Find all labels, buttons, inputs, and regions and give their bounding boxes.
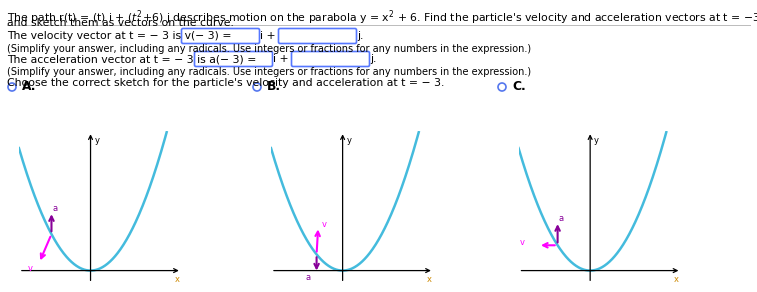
Text: x: x — [426, 275, 431, 284]
Text: C.: C. — [512, 79, 526, 93]
Text: i +: i + — [273, 54, 288, 64]
Text: a: a — [53, 204, 58, 213]
Text: (Simplify your answer, including any radicals. Use integers or fractions for any: (Simplify your answer, including any rad… — [7, 67, 531, 77]
Text: v: v — [322, 220, 326, 229]
FancyBboxPatch shape — [182, 29, 260, 44]
Text: i +: i + — [260, 31, 276, 41]
Text: j.: j. — [357, 31, 363, 41]
Text: x: x — [674, 275, 679, 284]
FancyBboxPatch shape — [291, 51, 369, 67]
FancyBboxPatch shape — [279, 29, 357, 44]
FancyBboxPatch shape — [195, 51, 273, 67]
Text: y: y — [95, 136, 99, 145]
Text: y: y — [594, 136, 599, 145]
Text: v: v — [27, 264, 33, 273]
Text: and sketch them as vectors on the curve.: and sketch them as vectors on the curve. — [7, 18, 234, 28]
Text: The path r(t) = (t) i + $(t^2\!+\!6)$ j describes motion on the parabola y = x$^: The path r(t) = (t) i + $(t^2\!+\!6)$ j … — [7, 8, 757, 27]
Text: The acceleration vector at t = − 3 is a(− 3) =: The acceleration vector at t = − 3 is a(… — [7, 54, 260, 64]
Text: A.: A. — [22, 79, 36, 93]
Text: (Simplify your answer, including any radicals. Use integers or fractions for any: (Simplify your answer, including any rad… — [7, 44, 531, 54]
Text: B.: B. — [267, 79, 281, 93]
Text: Choose the correct sketch for the particle's velocity and acceleration at t = − : Choose the correct sketch for the partic… — [7, 78, 444, 88]
Text: v: v — [519, 238, 525, 247]
Text: x: x — [174, 275, 179, 284]
Text: a: a — [559, 214, 564, 223]
Text: j.: j. — [370, 54, 376, 64]
Text: y: y — [347, 136, 351, 145]
Text: a: a — [306, 273, 311, 282]
Text: The velocity vector at t = − 3 is v(− 3) =: The velocity vector at t = − 3 is v(− 3)… — [7, 31, 235, 41]
